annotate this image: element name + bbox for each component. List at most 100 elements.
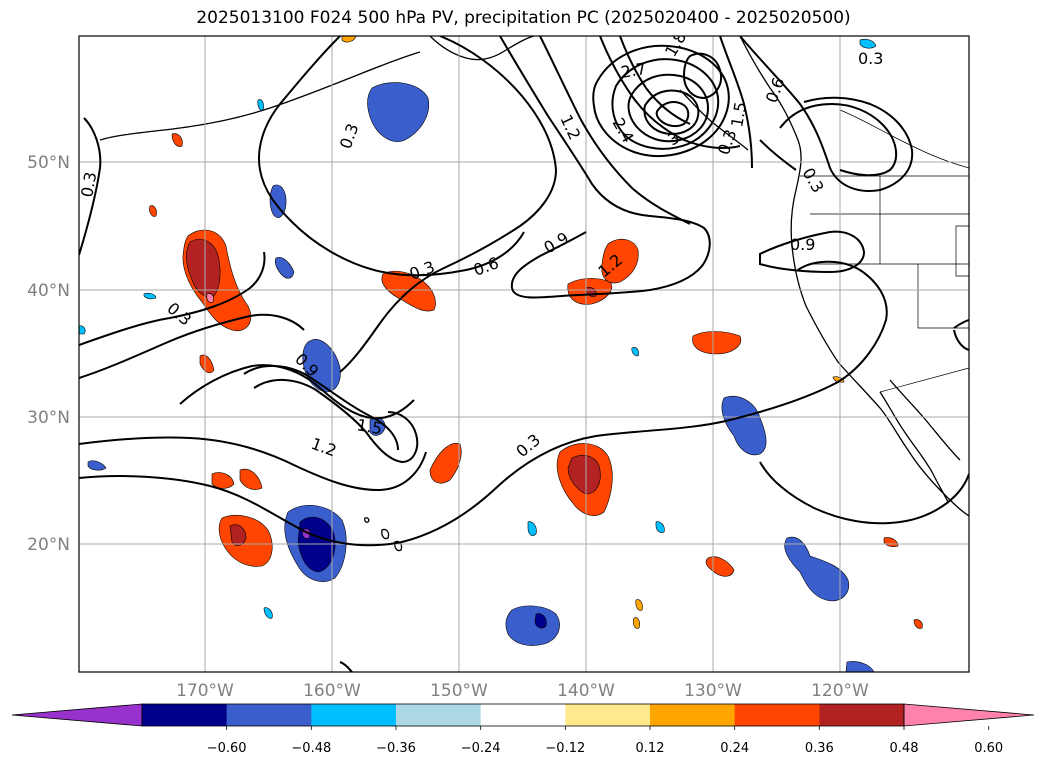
- precip-blob: [692, 331, 742, 355]
- colorbar-segment: [734, 704, 820, 726]
- colorbar-tick-label: 0.24: [720, 741, 749, 756]
- pv-contour-2.4: [592, 44, 730, 158]
- pv-contour-0.9: [759, 230, 866, 274]
- north-america-west-coast: [739, 36, 969, 517]
- graticule: [79, 36, 969, 672]
- contour-label: 0.9: [790, 235, 815, 254]
- precip-blob: [601, 238, 639, 284]
- lon-label: 140°W: [557, 681, 615, 701]
- precip-blob: [79, 325, 86, 335]
- precip-blob: [721, 396, 767, 456]
- lat-label: 20°N: [27, 535, 70, 555]
- precip-blob: [527, 521, 537, 536]
- pv-contour-0.3: [759, 461, 969, 525]
- map-title: 2025013100 F024 500 hPa PV, precipitatio…: [196, 8, 851, 28]
- colorbar-tick-label: 0.12: [636, 741, 665, 756]
- precip-blob: [534, 613, 547, 629]
- pv-contour-1.2: [539, 36, 691, 225]
- precip-blob: [567, 455, 601, 495]
- precip-blob: [263, 607, 273, 619]
- precip-blob: [505, 605, 560, 646]
- lon-label: 160°W: [303, 681, 361, 701]
- lon-label: 130°W: [684, 681, 742, 701]
- pv-contour-1.2: [243, 364, 399, 451]
- precip-blob: [845, 661, 875, 672]
- pv-contour-0.3: [339, 661, 353, 672]
- precip-blob: [171, 133, 183, 147]
- pv-contour-0.9: [499, 36, 711, 299]
- colorbar-extend-max: [903, 703, 1035, 727]
- latitude-labels: 50°N 40°N 30°N 20°N: [27, 153, 70, 555]
- colorbar-segment: [480, 704, 566, 726]
- precip-blob: [87, 460, 107, 471]
- colorbar-tick-label: 0.36: [805, 741, 834, 756]
- colorbar-segment: [565, 704, 651, 726]
- lon-label: 170°W: [176, 681, 234, 701]
- precip-blob: [631, 347, 639, 357]
- colorbar-tick-label: −0.12: [545, 741, 585, 756]
- pv-contour-0.3: [739, 36, 914, 192]
- colorbar-extend-min: [11, 703, 143, 727]
- alaska-southcoast: [429, 36, 535, 61]
- us-mexico-border: [879, 367, 969, 393]
- colorbar-segment: [819, 704, 905, 726]
- precip-blob: [913, 619, 923, 629]
- pv-contour-1.5: [253, 378, 419, 464]
- contour-label: 2.7: [619, 59, 647, 82]
- precip-blob: [784, 536, 850, 602]
- coastlines: [99, 36, 969, 552]
- lat-label: 40°N: [27, 281, 70, 301]
- contour-label: 1.5: [727, 100, 750, 128]
- colorbar-tick-label: −0.60: [207, 741, 247, 756]
- precip-blob: [655, 521, 665, 533]
- precip-blob: [269, 184, 287, 218]
- precipitation-anomalies: [79, 36, 923, 672]
- pv-contour-3.0: [627, 73, 710, 143]
- colorbar-segment: [396, 704, 482, 726]
- lat-label: 30°N: [27, 408, 70, 428]
- pv-contour-0.3: [79, 117, 102, 256]
- precip-blob: [143, 292, 157, 300]
- colorbar-segment: [650, 704, 736, 726]
- hawaii-island: [364, 517, 370, 523]
- precip-blob: [633, 617, 640, 629]
- lon-label: 120°W: [811, 681, 869, 701]
- us-state-line: [917, 264, 969, 329]
- map-frame: [78, 35, 970, 673]
- colorbar-segment: [142, 704, 228, 726]
- pv-contour-2.1: [619, 36, 691, 125]
- colorbar-segment: [226, 704, 312, 726]
- canada-interior: [839, 109, 969, 169]
- colorbar: −0.60 −0.48 −0.36 −0.24 −0.12 0.12 0.24 0.36 0.4…: [11, 703, 1035, 756]
- colorbar-tick-label: 0.48: [890, 741, 919, 756]
- pv-contour-1.2: [79, 436, 427, 492]
- contour-label: 0.3: [858, 49, 883, 68]
- us-state-line: [955, 225, 969, 277]
- precip-blob: [186, 239, 221, 298]
- contour-label: 1.5: [355, 415, 383, 438]
- colorbar-segment: [311, 704, 397, 726]
- pv-contour-0.3: [79, 251, 266, 346]
- pv-contour-1.5: [719, 36, 753, 169]
- colorbar-tick-label: −0.24: [461, 741, 501, 756]
- longitude-labels: 170°W 160°W 150°W 140°W 130°W 120°W: [176, 681, 869, 701]
- gulf-of-california: [889, 379, 961, 461]
- precip-blob: [635, 599, 643, 611]
- pv-contour-3.3: [643, 89, 700, 136]
- pv-contour-0.3: [258, 36, 525, 277]
- pv-contour-0.6: [759, 139, 797, 171]
- baja-california: [879, 391, 949, 503]
- precip-blob: [367, 82, 430, 142]
- pv-contour-2.7: [611, 58, 720, 150]
- contour-label: 0.3: [77, 170, 100, 198]
- pv-contours: [79, 36, 969, 672]
- colorbar-frame: [141, 703, 905, 727]
- hawaii-island: [381, 528, 390, 540]
- precip-blob: [149, 205, 157, 217]
- precip-blob: [239, 468, 263, 490]
- colorbar-tick-label: −0.36: [376, 741, 416, 756]
- pv-contour-0.6: [779, 102, 898, 177]
- aleutian-chain: [99, 51, 421, 141]
- precip-blob: [274, 257, 295, 279]
- pv-contour-0.9: [179, 364, 415, 420]
